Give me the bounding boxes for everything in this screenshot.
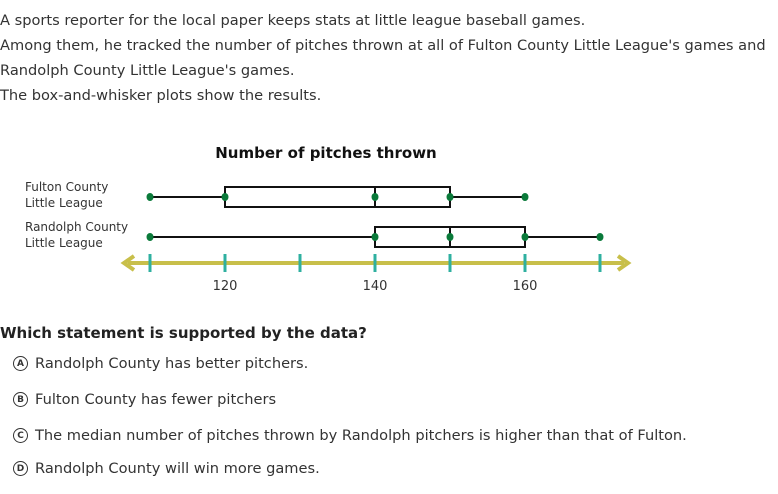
- option-letter: D: [13, 461, 28, 476]
- median-point: [446, 233, 454, 241]
- option-text: The median number of pitches thrown by R…: [35, 427, 687, 444]
- median-point: [371, 193, 379, 201]
- option-text: Fulton County has fewer pitchers: [35, 391, 277, 408]
- option-letter: B: [13, 392, 28, 407]
- q1-point: [221, 193, 229, 201]
- option-text: Randolph County will win more games.: [35, 460, 320, 477]
- series-label: Little League: [25, 236, 103, 250]
- intro-line: Among them, he tracked the number of pit…: [0, 37, 766, 54]
- intro-line: A sports reporter for the local paper ke…: [0, 12, 586, 29]
- tick-label: 120: [213, 279, 238, 294]
- max-point: [521, 193, 529, 201]
- q1-point: [371, 233, 379, 241]
- chart-title: Number of pitches thrown: [215, 144, 436, 162]
- tick-label: 140: [363, 279, 388, 294]
- max-point: [596, 233, 604, 241]
- tick-label: 160: [513, 279, 538, 294]
- series-label: Little League: [25, 196, 103, 210]
- q3-point: [446, 193, 454, 201]
- left-arrow-icon: [120, 254, 136, 272]
- option-letter: C: [13, 428, 28, 443]
- option-d[interactable]: D Randolph County will win more games.: [13, 460, 320, 477]
- intro-line: Randolph County Little League's games.: [0, 62, 295, 79]
- series-label: Randolph County: [25, 220, 128, 234]
- box: [224, 186, 451, 208]
- intro-line: The box-and-whisker plots show the resul…: [0, 87, 322, 104]
- option-text: Randolph County has better pitchers.: [35, 355, 309, 372]
- right-arrow-icon: [616, 254, 632, 272]
- q3-point: [521, 233, 529, 241]
- option-a[interactable]: A Randolph County has better pitchers.: [13, 355, 308, 372]
- series-label: Fulton County: [25, 180, 108, 194]
- question-text: Which statement is supported by the data…: [0, 324, 367, 342]
- min-point: [146, 233, 154, 241]
- option-letter: A: [13, 356, 28, 371]
- problem-intro: A sports reporter for the local paper ke…: [0, 8, 778, 108]
- option-b[interactable]: B Fulton County has fewer pitchers: [13, 391, 276, 408]
- option-c[interactable]: C The median number of pitches thrown by …: [13, 427, 687, 444]
- min-point: [146, 193, 154, 201]
- box-plot-chart: Number of pitches thrown 120 140 160 Fulton…: [25, 144, 632, 294]
